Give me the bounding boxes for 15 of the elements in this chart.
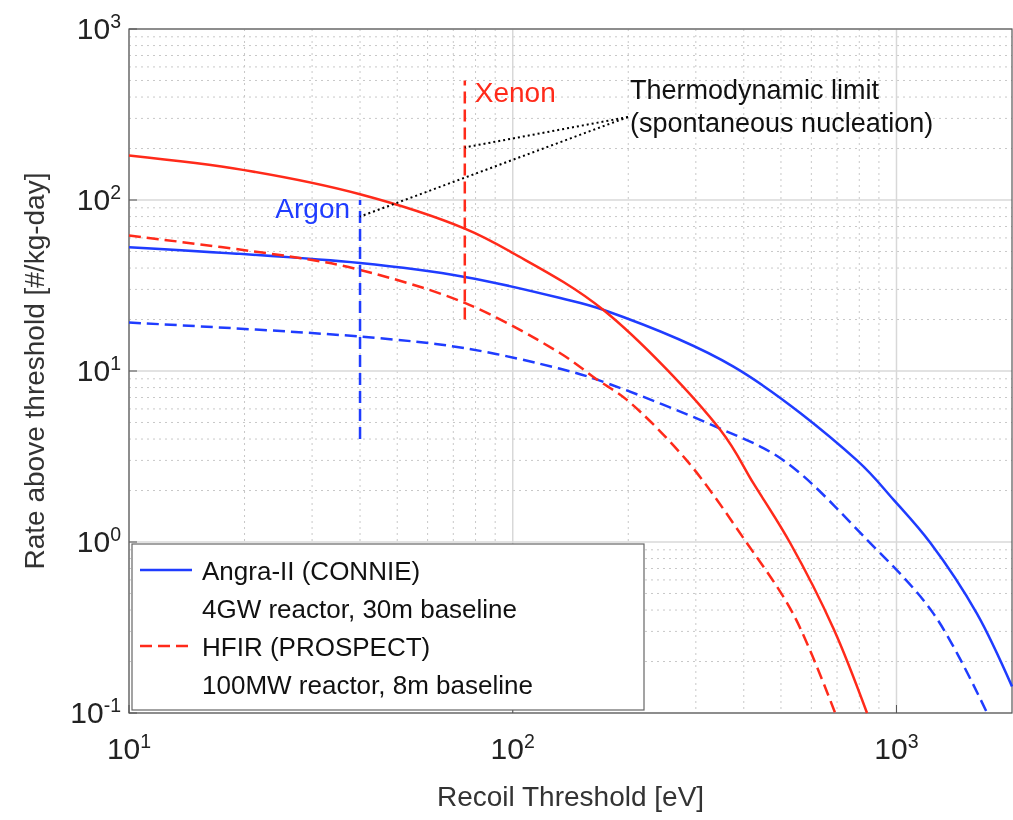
x-tick-label: 10$^{3}$: [874, 730, 919, 765]
x-tick-label: 10$^{1}$: [106, 730, 152, 765]
y-tick-label: 10$^{-1}$: [70, 694, 121, 729]
y-axis-title: Rate above threshold [#/kg-day]: [19, 172, 50, 570]
x-tick-label: 10$^{2}$: [490, 730, 535, 765]
y-tick-label: 10$^{2}$: [76, 181, 121, 216]
legend-label: HFIR (PROSPECT) 100MW reactor, 8m baseline: [202, 632, 533, 700]
x-axis-title: Recoil Threshold [eV]: [436, 781, 705, 812]
annotation: Thermodynamic limit (spontaneous nucleation): [630, 75, 934, 138]
annotation: Argon: [275, 193, 351, 224]
y-tick-label: 10$^{0}$: [76, 523, 122, 558]
y-tick-label: 10$^{3}$: [76, 10, 121, 45]
y-tick-label: 10$^{1}$: [76, 352, 121, 387]
annotation: Xenon: [474, 77, 556, 109]
legend-label: Angra-II (CONNIE) 4GW reactor, 30m baseline: [202, 556, 518, 624]
